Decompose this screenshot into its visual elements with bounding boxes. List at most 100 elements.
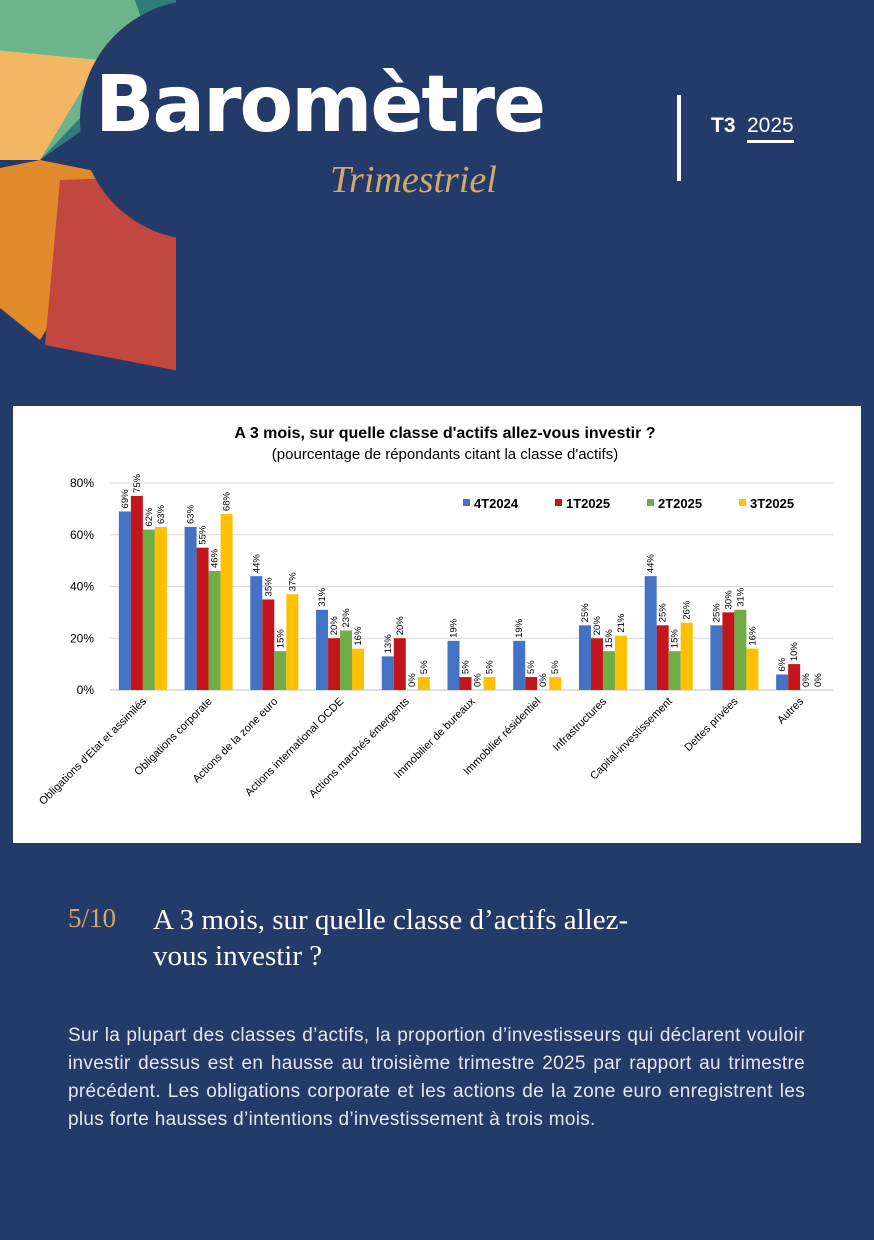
legend-label: 2T2025 — [658, 496, 702, 511]
value-label: 63% — [186, 504, 197, 524]
bar — [644, 576, 657, 690]
bar — [393, 638, 406, 690]
bar — [459, 677, 472, 690]
bar — [590, 638, 603, 690]
value-label: 37% — [287, 572, 298, 592]
logo-subtitle: Trimestriel — [330, 159, 497, 201]
bar — [250, 576, 263, 690]
value-label: 62% — [144, 507, 155, 527]
section-heading: A 3 mois, sur quelle classe d’actifs all… — [153, 904, 629, 972]
logo-title: Baromètre — [95, 60, 546, 150]
value-label: 23% — [341, 608, 352, 628]
value-label: 0% — [538, 673, 549, 687]
bar — [220, 514, 233, 690]
y-tick-label: 0% — [77, 683, 95, 697]
value-label: 19% — [514, 618, 525, 638]
chart-title: A 3 mois, sur quelle classe d'actifs all… — [234, 425, 655, 442]
value-label: 0% — [801, 673, 812, 687]
value-label: 63% — [156, 504, 167, 524]
bar — [316, 609, 329, 690]
decor-segment — [0, 50, 100, 160]
value-label: 19% — [449, 618, 460, 638]
legend-label: 3T2025 — [750, 496, 794, 511]
value-label: 31% — [735, 587, 746, 607]
bar — [602, 651, 615, 690]
value-label: 31% — [317, 587, 328, 607]
bar — [680, 622, 693, 690]
bar — [142, 529, 155, 690]
chart-subtitle: (pourcentage de répondants citant la cla… — [272, 446, 618, 463]
bar — [262, 599, 275, 690]
bar — [483, 677, 496, 690]
legend-swatch — [463, 499, 470, 506]
value-label: 5% — [461, 660, 472, 674]
value-label: 55% — [198, 525, 209, 545]
value-label: 5% — [485, 660, 496, 674]
legend-swatch — [647, 499, 654, 506]
bar — [447, 640, 460, 690]
bar — [208, 570, 221, 690]
bar — [381, 656, 394, 690]
bar — [549, 677, 562, 690]
value-label: 15% — [604, 629, 615, 649]
legend-swatch — [739, 499, 746, 506]
value-label: 20% — [395, 616, 406, 636]
y-tick-label: 60% — [70, 528, 94, 542]
value-label: 68% — [222, 491, 233, 511]
legend-label: 4T2024 — [474, 496, 519, 511]
value-label: 25% — [658, 603, 669, 623]
divider — [677, 95, 681, 181]
bar — [274, 651, 287, 690]
value-label: 20% — [329, 616, 340, 636]
chart: A 3 mois, sur quelle classe d'actifs all… — [13, 406, 861, 843]
value-label: 20% — [592, 616, 603, 636]
y-tick-label: 20% — [70, 631, 94, 645]
bar — [614, 635, 627, 690]
value-label: 13% — [383, 634, 394, 654]
legend-label: 1T2025 — [566, 496, 610, 511]
bar — [746, 648, 759, 690]
value-label: 15% — [670, 629, 681, 649]
bar — [788, 664, 801, 690]
bar — [668, 651, 681, 690]
year: 2025 — [747, 114, 794, 143]
value-label: 46% — [210, 548, 221, 568]
value-label: 5% — [419, 660, 430, 674]
value-label: 75% — [132, 473, 143, 493]
bar — [417, 677, 430, 690]
period: T3 — [711, 114, 736, 137]
bar — [578, 625, 591, 690]
value-label: 26% — [682, 600, 693, 620]
bar — [710, 625, 723, 690]
value-label: 15% — [275, 629, 286, 649]
bar — [130, 495, 143, 690]
value-label: 5% — [550, 660, 561, 674]
value-label: 10% — [789, 642, 800, 662]
bar — [513, 640, 526, 690]
value-label: 21% — [616, 613, 627, 633]
bar — [352, 648, 365, 690]
bar — [286, 594, 299, 690]
value-label: 6% — [777, 657, 788, 671]
value-label: 0% — [407, 673, 418, 687]
decor — [0, 0, 180, 371]
bar — [184, 526, 197, 690]
bar — [328, 638, 341, 690]
bar — [722, 612, 735, 690]
y-tick-label: 80% — [70, 476, 94, 490]
bar — [525, 677, 538, 690]
value-label: 25% — [711, 603, 722, 623]
value-label: 44% — [646, 554, 657, 574]
section-body: Sur la plupart des classes d’actifs, la … — [68, 1025, 805, 1130]
value-label: 0% — [473, 673, 484, 687]
value-label: 44% — [251, 554, 262, 574]
value-label: 5% — [526, 660, 537, 674]
legend-swatch — [555, 499, 562, 506]
bar — [734, 609, 747, 690]
section-number: 5/10 — [68, 903, 117, 933]
bar — [340, 630, 353, 690]
bar — [656, 625, 669, 690]
bar — [154, 526, 167, 690]
bar — [196, 547, 209, 690]
